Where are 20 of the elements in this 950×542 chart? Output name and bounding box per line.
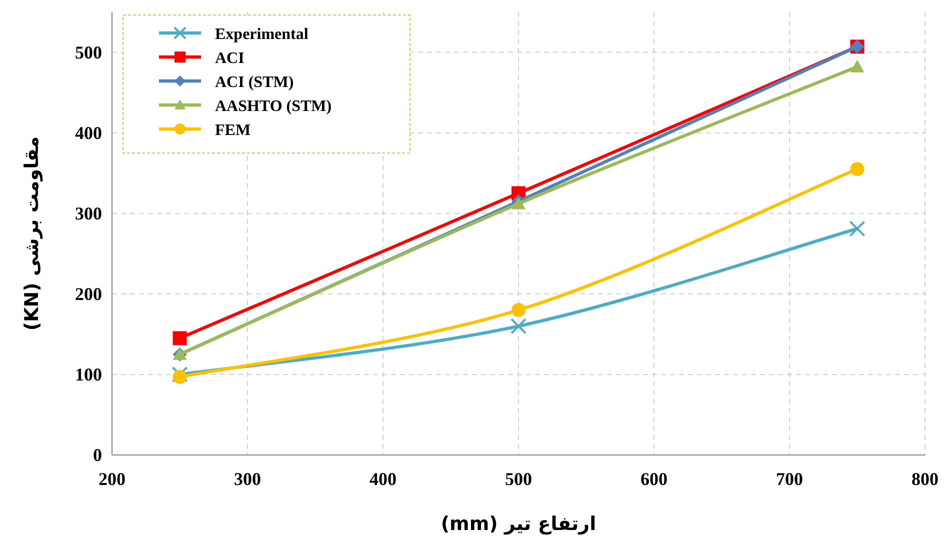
legend-label: Experimental <box>215 26 309 43</box>
legend-label: AASHTO (STM) <box>215 98 332 115</box>
y-tick-label: 500 <box>75 42 102 62</box>
x-tick-label: 600 <box>640 469 668 489</box>
x-tick-label: 800 <box>912 469 938 489</box>
y-axis-title: مقاومت برشی (KN) <box>21 136 43 331</box>
y-tick-label: 200 <box>75 284 102 304</box>
legend-label: ACI (STM) <box>215 74 294 91</box>
legend-label: ACI <box>215 50 244 67</box>
x-tick-label: 700 <box>776 469 803 489</box>
x-tick-label: 400 <box>370 469 396 489</box>
y-tick-label: 400 <box>75 122 102 143</box>
y-tick-label: 300 <box>75 203 102 224</box>
y-tick-label: 100 <box>75 364 102 384</box>
y-tick-label: 0 <box>93 445 102 465</box>
x-axis-title: ارتفاع تیر (mm) <box>440 513 596 535</box>
x-tick-label: 500 <box>505 469 532 489</box>
x-tick-label: 300 <box>234 469 261 489</box>
legend-label: FEM <box>215 122 251 139</box>
x-tick-label: 200 <box>98 469 126 489</box>
